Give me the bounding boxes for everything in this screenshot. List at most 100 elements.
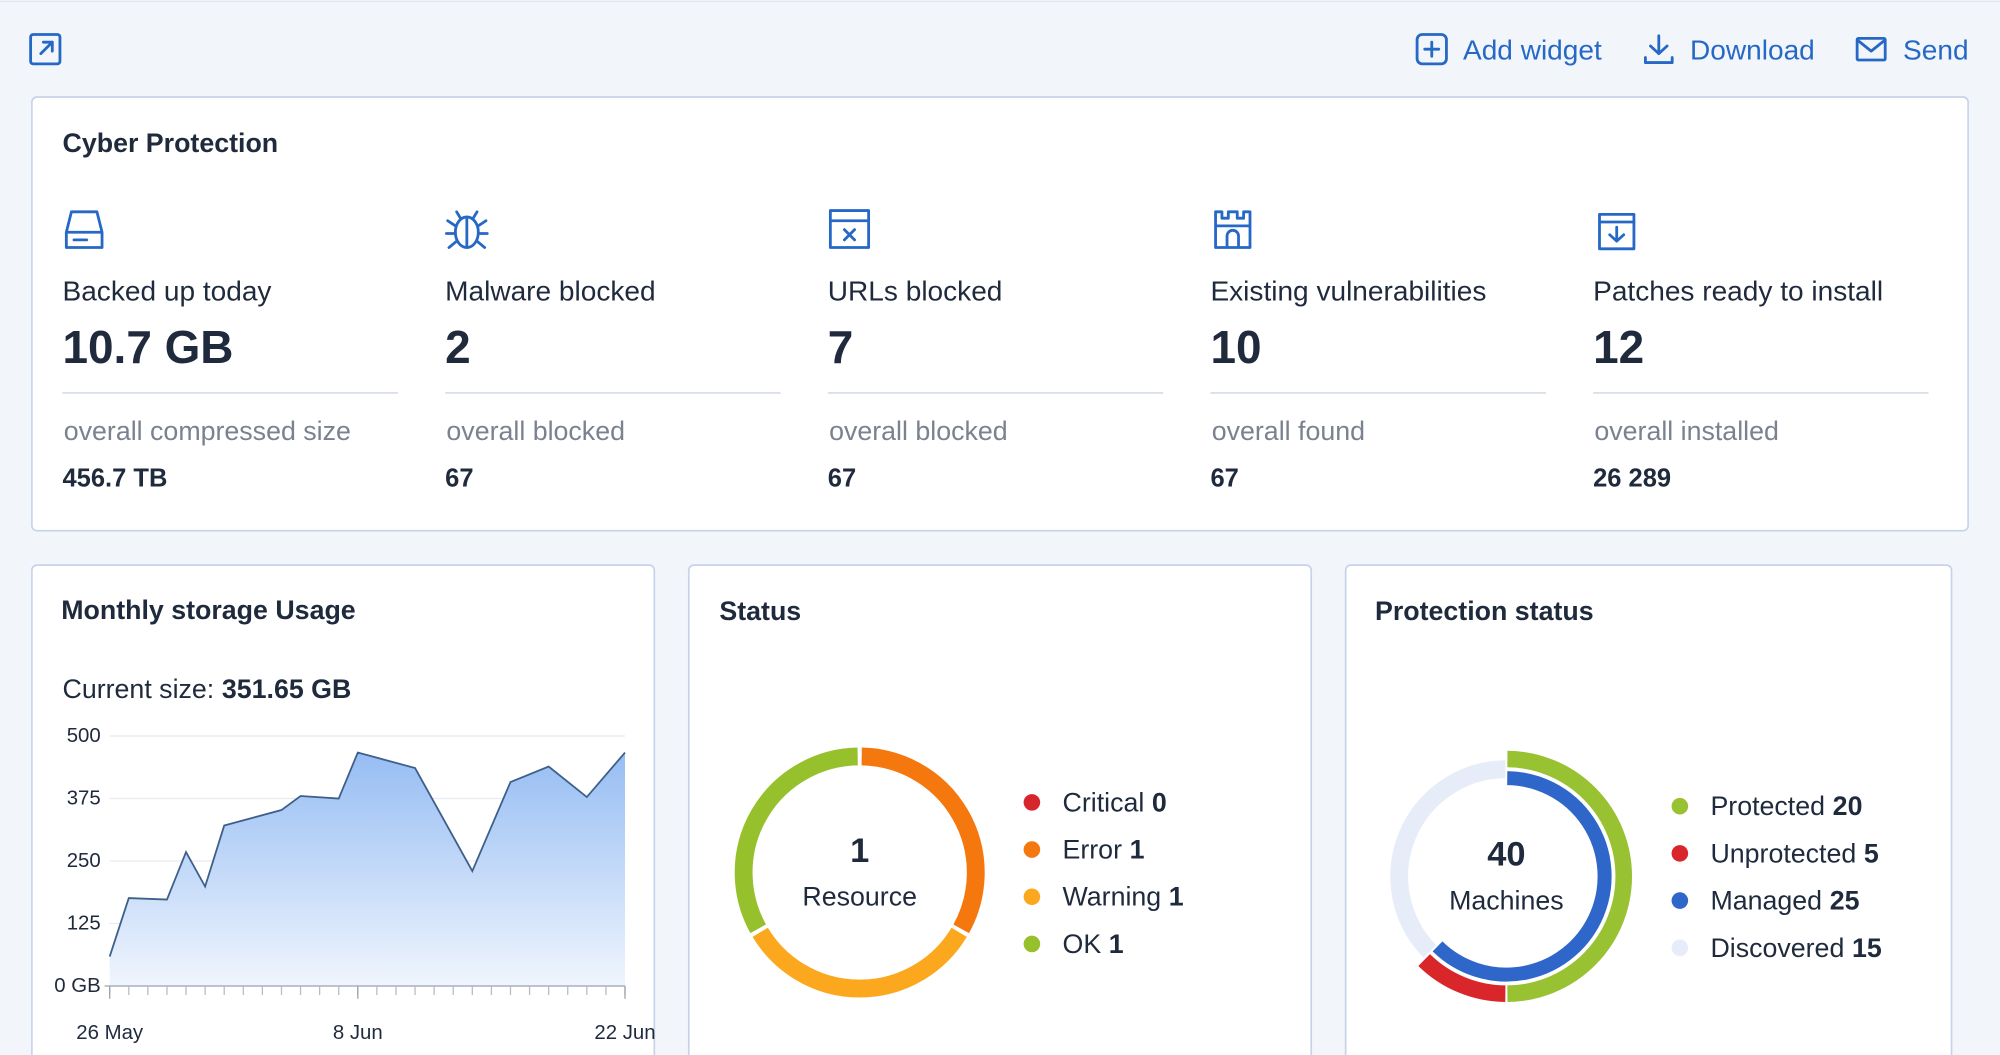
cyber-card [31,96,1969,532]
donut-segment [1432,771,1612,982]
item-label: Malware blocked [445,275,655,306]
action-label[interactable]: Add widget [1463,34,1602,65]
legend-entry: Protected 20 [1710,791,1862,821]
castle-icon [1214,210,1252,249]
donut-segment [1507,750,1633,1002]
legend-name: OK [1063,929,1102,959]
legend-dot [1023,794,1041,811]
legend-name: Discovered [1710,933,1844,963]
legend-value: 0 [1152,787,1167,817]
y-tick-label: 500 [67,725,101,747]
legend-name: Warning [1063,882,1162,912]
item-value: 12 [1593,321,1644,373]
donut-total-label: Machines [1449,886,1564,916]
legend-entry: Discovered 15 [1710,933,1881,963]
legend-entry: Unprotected 5 [1710,838,1878,868]
item-label: Patches ready to install [1593,275,1883,306]
item-sub-value: 67 [1210,464,1238,492]
x-tick-label: 22 Jun [594,1022,655,1044]
donut-segment [861,747,985,934]
item-sub-label: overall installed [1594,416,1778,446]
item-sub-label: overall blocked [446,416,625,446]
x-tick-label: 8 Jun [333,1022,383,1044]
add-widget-button[interactable]: Add widget [1415,33,1602,66]
legend-name: Unprotected [1710,838,1856,868]
donut-segment [752,927,967,998]
y-tick-label: 0 GB [54,975,100,997]
item-sub-label: overall blocked [829,416,1008,446]
line [108,751,626,957]
legend-name: Error [1063,835,1123,865]
bug-icon [445,210,489,249]
donut-segment [1390,760,1506,958]
action-label[interactable]: Send [1903,34,1969,65]
download-button[interactable]: Download [1644,34,1815,65]
area [109,752,626,987]
legend-name: Managed [1710,886,1822,916]
status-card [687,564,1313,1055]
donut-segment [734,747,858,934]
expand-icon[interactable] [29,33,62,66]
legend-entry: OK 1 [1063,929,1124,959]
action-label[interactable]: Download [1690,34,1815,65]
legend-name: Critical [1063,787,1145,817]
card-title: Protection status [1375,596,1594,626]
add-icon [1415,33,1448,66]
legend-value: 5 [1864,838,1879,868]
item-label: Backed up today [63,275,272,306]
legend-dot [1671,845,1689,862]
legend-entry: Critical 0 [1063,787,1167,817]
legend-dot [1023,841,1041,858]
current-size: Current size: 351.65 GB [63,674,352,704]
item-sub-label: overall found [1212,416,1365,446]
item-value: 2 [445,321,471,373]
cyber-items: Backed up today 10.7 GB overall compressed… [62,275,1929,492]
url-icon [828,209,871,249]
legend-dot [1671,797,1689,815]
storage-chart: 0 GB 125 250 375 500 26 May 8 Jun 22 Jun [54,725,655,1044]
item-value: 7 [828,321,854,373]
legend-entry: Error 1 [1063,835,1145,865]
legend-entry: Managed 25 [1710,886,1859,916]
legend-value: 20 [1833,791,1863,821]
y-tick-label: 125 [67,913,101,935]
card-title: Monthly storage Usage [61,595,355,625]
card-title: Cyber Protection [63,128,279,158]
protection-card [1344,564,1953,1055]
legend-value: 1 [1169,882,1184,912]
y-tick-label: 250 [67,850,101,872]
legend-value: 1 [1109,929,1124,959]
item-value: 10 [1210,321,1261,373]
item-sub-value: 456.7 TB [63,464,168,492]
send-button[interactable]: Send [1855,34,1969,65]
legend-entry: Warning 1 [1063,882,1184,912]
legend-name: Protected [1710,791,1825,821]
current-label: Current size: [63,674,215,704]
current-value: 351.65 GB [222,674,351,704]
legend-value: 1 [1130,835,1145,865]
donut-total: 40 [1487,836,1525,874]
patch-icon [1598,212,1636,251]
legend-value: 25 [1830,886,1860,916]
legend-dot [1023,935,1041,953]
protection-donut: Protected 20 Unprotected 5 Managed 25 Discover… [1390,750,1882,1002]
item-value: 10.7 GB [63,321,234,373]
disk-icon [64,210,104,249]
x-tick-label: 26 May [76,1022,144,1044]
donut-total-label: Resource [802,882,917,912]
item-label: URLs blocked [828,275,1003,306]
mail-icon [1855,36,1887,62]
download-icon [1644,34,1674,64]
item-sub-label: overall compressed size [64,416,351,446]
donut-total: 1 [850,832,869,870]
y-tick-label: 375 [67,788,101,810]
card-title: Status [719,596,801,626]
item-label: Existing vulnerabilities [1210,275,1486,306]
legend-dot [1671,939,1689,957]
legend-dot [1023,888,1041,906]
item-sub-value: 67 [828,464,856,492]
item-sub-value: 67 [445,464,473,492]
